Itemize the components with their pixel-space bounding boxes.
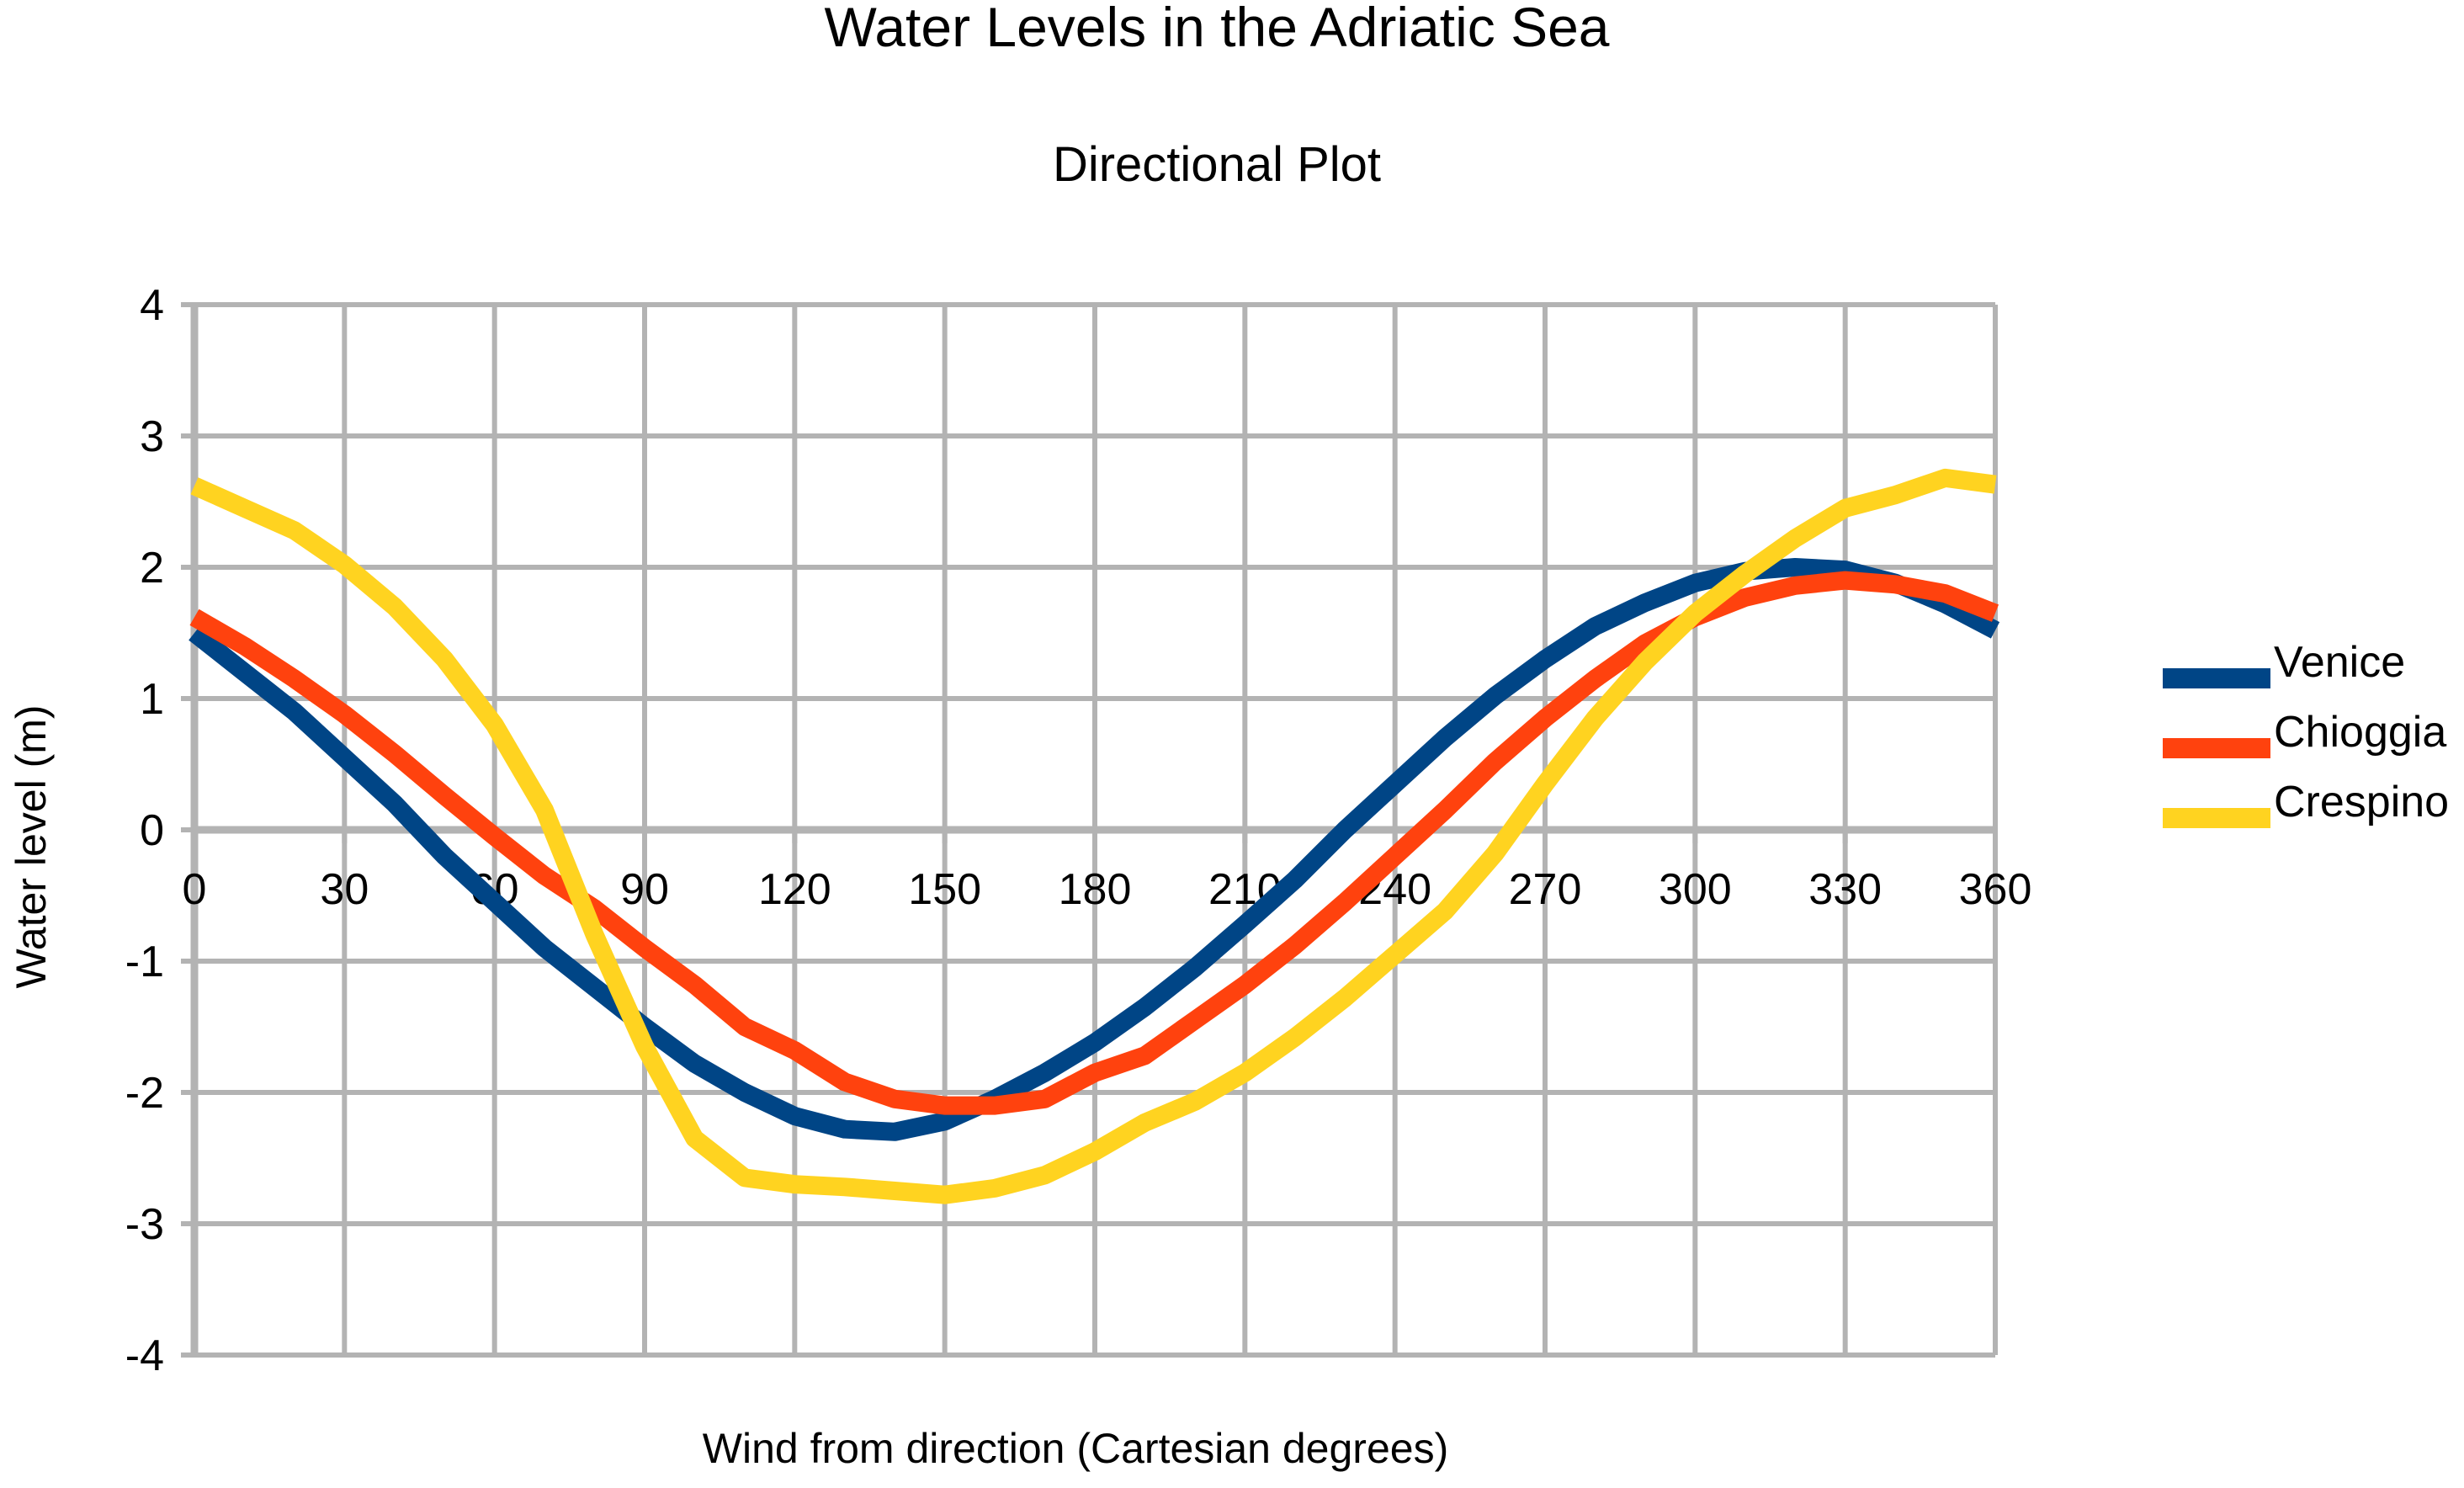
y-tick-label: 0 bbox=[140, 806, 164, 855]
y-axis-title: Water level (m) bbox=[8, 704, 55, 988]
x-tick-label: 120 bbox=[758, 865, 831, 914]
legend-label-crespino: Crespino bbox=[2274, 778, 2449, 826]
x-tick-label: 270 bbox=[1509, 865, 1582, 914]
x-tick-label: 150 bbox=[908, 865, 981, 914]
legend-label-chioggia: Chioggia bbox=[2274, 708, 2446, 757]
x-tick-label: 180 bbox=[1059, 865, 1132, 914]
y-tick-labels: 4 3 2 1 0 -1 -2 -3 -4 bbox=[125, 281, 164, 1380]
y-tick-label: 3 bbox=[140, 412, 164, 461]
legend: Venice Chioggia Crespino bbox=[2163, 638, 2449, 828]
x-axis-title: Wind from direction (Cartesian degrees) bbox=[703, 1425, 1448, 1472]
y-tick-label: -2 bbox=[125, 1069, 164, 1118]
legend-swatch-venice bbox=[2163, 668, 2270, 688]
series-lines bbox=[189, 468, 2000, 1204]
y-tick-label: -4 bbox=[125, 1331, 164, 1380]
series-line-venice bbox=[189, 558, 2000, 1141]
x-tick-label: 300 bbox=[1659, 865, 1732, 914]
y-tick-label: 2 bbox=[140, 544, 164, 593]
y-tick-label: 4 bbox=[140, 281, 164, 330]
x-tick-label: 90 bbox=[620, 865, 669, 914]
x-tick-label: 330 bbox=[1808, 865, 1882, 914]
y-tick-label: -1 bbox=[125, 938, 164, 986]
chart-subtitle: Directional Plot bbox=[1053, 137, 1381, 192]
legend-label-venice: Venice bbox=[2274, 638, 2405, 687]
legend-swatch-chioggia bbox=[2163, 738, 2270, 758]
x-tick-label: 0 bbox=[183, 865, 207, 914]
y-tick-label: -3 bbox=[125, 1200, 164, 1249]
x-tick-label: 360 bbox=[1959, 865, 2032, 914]
y-tick-label: 1 bbox=[140, 675, 164, 724]
series-line-crespino bbox=[190, 468, 1997, 1204]
legend-swatch-crespino bbox=[2163, 808, 2270, 828]
x-tick-labels: 0 30 60 90 120 150 180 210 240 270 300 330 360 bbox=[183, 865, 2032, 914]
chart-title: Water Levels in the Adriatic Sea bbox=[824, 0, 1609, 58]
x-tick-label: 30 bbox=[320, 865, 369, 914]
